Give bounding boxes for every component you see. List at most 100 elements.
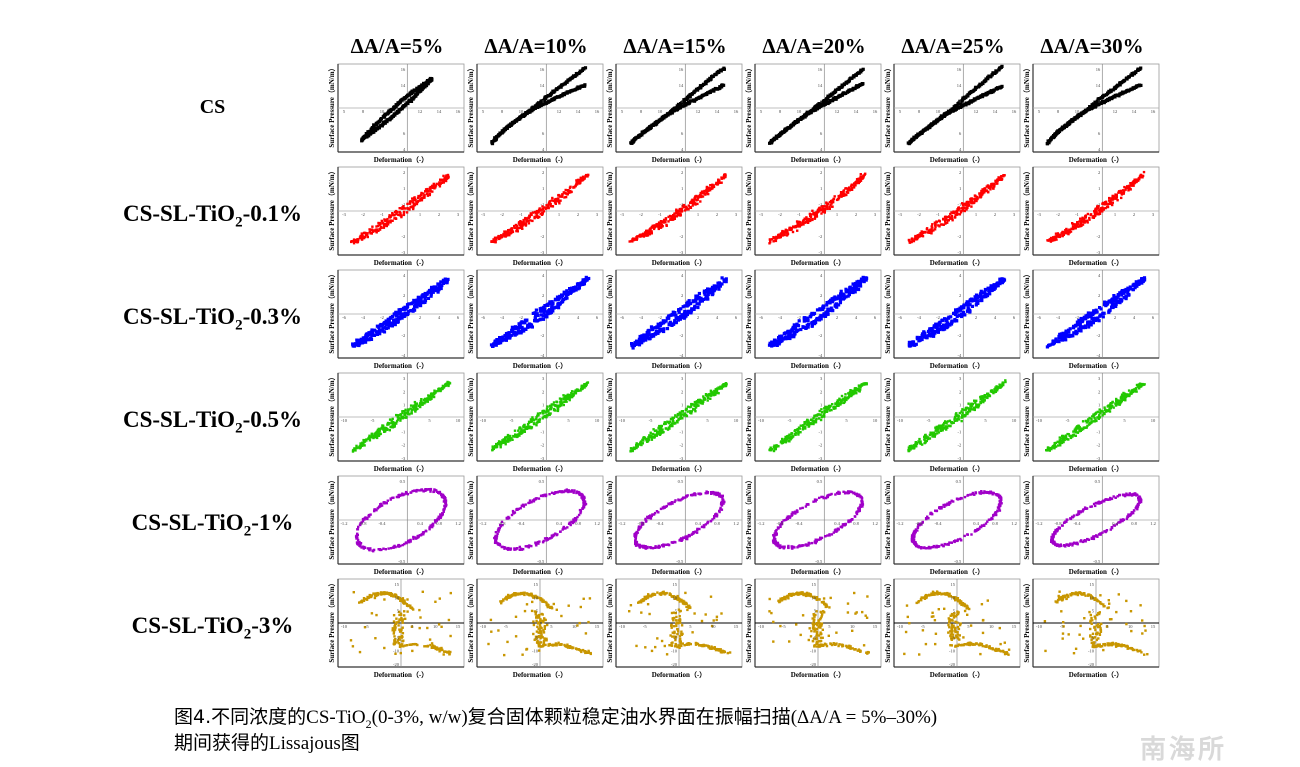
data-point [817,318,822,322]
data-point [1085,219,1089,222]
data-point [383,222,386,226]
data-point [991,71,995,75]
panel-cs-sl-tio2-0.3-col-2: -6 -4 -2 2 4 6 4 2 -2 -4 Surface Pressure（mN/m） Def… [467,269,605,373]
data-point [1130,184,1133,187]
data-point [504,232,507,235]
data-point [712,184,715,187]
data-point [674,320,678,324]
data-point [831,309,835,313]
data-point [831,205,834,208]
data-point [946,219,950,222]
data-point [974,85,978,89]
data-point [689,301,693,306]
data-point [555,87,559,91]
data-point [847,290,851,294]
data-point [722,66,726,70]
data-point [541,306,545,310]
data-point [966,306,970,310]
data-point [659,225,662,229]
data-point [997,68,1001,72]
data-point [1071,222,1074,225]
data-point [697,291,701,296]
data-point [848,88,853,92]
data-point [655,330,659,334]
data-point [577,178,581,182]
data-point [498,236,501,239]
data-point [942,223,945,226]
data-point [1061,331,1065,335]
data-point [997,176,1000,179]
data-point [1086,221,1089,224]
x-tick-label: 10 [380,109,385,114]
data-point [377,221,380,225]
data-point [379,225,383,229]
data-point [699,298,703,302]
data-point [363,235,367,238]
data-point [828,207,831,210]
data-point [722,83,726,87]
y-tick-label: -2 [819,333,823,338]
data-point [693,202,697,205]
y-axis-label: Surface Pressure（mN/m） [606,64,614,148]
data-point [369,337,373,341]
data-point [503,333,507,338]
data-point [950,214,954,218]
data-point [425,188,428,191]
data-point [1074,224,1077,227]
data-point [1122,296,1126,300]
data-point [516,230,519,233]
y-tick-label: 1 [403,186,405,191]
data-point [859,284,863,288]
x-tick-label: -2 [778,212,782,217]
data-point [538,207,541,210]
data-point [813,212,816,215]
data-point [408,200,412,203]
data-point [954,215,957,219]
data-point [932,334,936,338]
data-point [419,194,422,197]
data-point [571,289,575,293]
data-point [584,175,587,178]
data-point [1117,293,1121,297]
column-title: ΔA/A=15% [623,34,727,58]
data-point [539,212,542,215]
data-point [1077,318,1081,322]
data-point [688,99,692,103]
data-point [1124,294,1129,298]
data-point [544,95,548,99]
data-point [941,328,945,332]
data-point [671,218,674,221]
data-point [919,234,922,238]
data-point [378,330,382,334]
data-point [810,324,814,328]
x-tick-label: -3 [620,212,624,217]
data-point [541,317,546,321]
data-point [646,229,649,232]
data-point [962,206,965,209]
data-point [1104,206,1107,210]
data-point [375,332,379,336]
data-point [1080,219,1083,223]
data-point [1079,224,1082,227]
data-point [505,233,509,236]
data-point [375,231,378,234]
data-point [514,327,518,331]
data-point [392,105,396,109]
data-point [413,196,416,199]
y-tick-label: 2 [820,293,822,298]
data-point [1079,222,1082,225]
x-tick-label: 3 [1013,212,1016,217]
data-point [844,91,848,95]
data-point [398,210,401,214]
data-point [1065,227,1068,231]
data-point [664,220,667,224]
data-point [376,224,380,228]
data-point [439,280,443,284]
data-point [669,313,673,317]
data-point [517,330,521,335]
data-point [504,235,507,238]
data-point [992,185,996,188]
data-point [692,199,695,202]
data-point [949,212,952,216]
data-point [490,140,494,144]
